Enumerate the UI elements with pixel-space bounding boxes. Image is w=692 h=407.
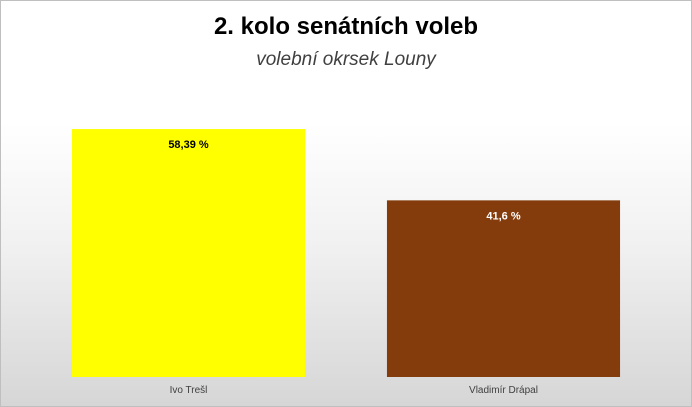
category-label-0: Ivo Trešl — [170, 385, 208, 396]
chart-subtitle: volební okrsek Louny — [256, 49, 436, 70]
data-label-1: 41,6 % — [486, 210, 520, 222]
bar-0 — [71, 129, 306, 377]
data-label-0: 58,39 % — [168, 139, 209, 151]
chart-title: 2. kolo senátních voleb — [213, 13, 479, 40]
bar-1 — [386, 200, 621, 377]
category-label-1: Vladimír Drápal — [469, 385, 538, 396]
